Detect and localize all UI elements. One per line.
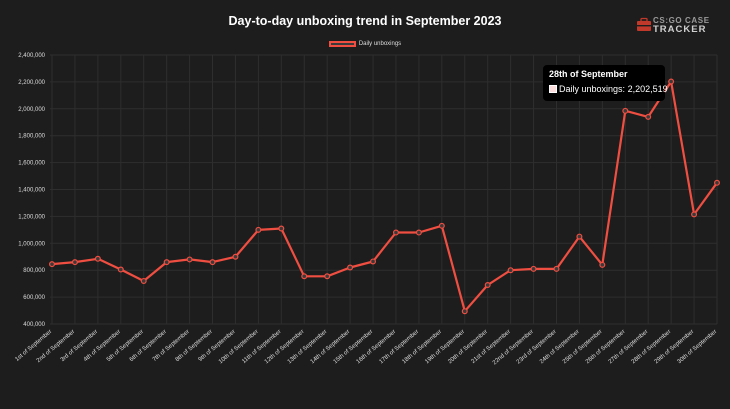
tooltip-value: 2,202,519 bbox=[627, 84, 668, 94]
y-tick-label: 1,400,000 bbox=[18, 188, 45, 194]
x-tick-label: 23rd of September bbox=[516, 329, 558, 366]
legend-swatch bbox=[328, 41, 356, 47]
legend-label: Daily unboxings bbox=[358, 41, 402, 47]
data-point[interactable] bbox=[691, 211, 698, 218]
data-point[interactable] bbox=[255, 226, 262, 233]
x-tick-label: 21st of September bbox=[470, 329, 511, 365]
data-point[interactable] bbox=[599, 261, 606, 268]
data-point[interactable] bbox=[94, 255, 101, 262]
data-point[interactable] bbox=[232, 253, 239, 260]
x-tick-label: 24th of September bbox=[539, 329, 581, 365]
x-tick-label: 30th of September bbox=[677, 329, 719, 365]
data-point[interactable] bbox=[438, 222, 445, 229]
x-tick-label: 13th of September bbox=[287, 329, 329, 365]
data-point[interactable] bbox=[347, 264, 354, 271]
tooltip: 28th of September Daily unboxings: 2,202… bbox=[543, 65, 668, 101]
data-point[interactable] bbox=[415, 229, 422, 236]
y-tick-label: 1,800,000 bbox=[18, 134, 45, 140]
x-tick-label: 29th of September bbox=[654, 329, 696, 365]
x-tick-label: 17th of September bbox=[379, 329, 421, 365]
data-point[interactable] bbox=[163, 259, 170, 266]
data-point[interactable] bbox=[71, 259, 78, 266]
data-point[interactable] bbox=[507, 267, 514, 274]
x-tick-label: 27th of September bbox=[608, 329, 650, 365]
x-tick-label: 15th of September bbox=[333, 329, 375, 365]
y-tick-label: 2,200,000 bbox=[18, 80, 45, 86]
data-point[interactable] bbox=[553, 265, 560, 272]
x-tick-label: 20th of September bbox=[447, 329, 489, 365]
x-tick-label: 10th of September bbox=[218, 329, 260, 365]
tooltip-swatch bbox=[549, 85, 557, 93]
data-point[interactable] bbox=[713, 179, 720, 186]
data-point[interactable] bbox=[117, 266, 124, 273]
series-line-daily-unboxings bbox=[51, 80, 718, 313]
tooltip-row: Daily unboxings: 2,202,519 bbox=[549, 84, 668, 94]
x-tick-label: 25th of September bbox=[562, 329, 604, 365]
data-point[interactable] bbox=[324, 273, 331, 280]
y-tick-label: 1,600,000 bbox=[18, 161, 45, 167]
x-tick-label: 26th of September bbox=[585, 329, 627, 365]
x-tick-label: 1st of September bbox=[14, 329, 53, 363]
y-tick-label: 1,200,000 bbox=[18, 214, 45, 220]
data-point[interactable] bbox=[48, 261, 55, 268]
data-point[interactable] bbox=[278, 225, 285, 232]
y-tick-label: 600,000 bbox=[23, 295, 45, 301]
y-tick-label: 1,000,000 bbox=[18, 241, 45, 247]
data-point[interactable] bbox=[392, 229, 399, 236]
data-point[interactable] bbox=[576, 233, 583, 240]
tooltip-series-label: Daily unboxings bbox=[559, 84, 623, 94]
y-tick-label: 2,400,000 bbox=[18, 53, 45, 59]
x-tick-label: 28th of September bbox=[631, 329, 673, 365]
x-tick-label: 11th of September bbox=[241, 329, 282, 365]
case-tracker-logo-icon bbox=[637, 17, 651, 31]
x-tick-label: 22nd of September bbox=[492, 329, 535, 366]
x-tick-label: 16th of September bbox=[356, 329, 398, 365]
x-tick-label: 19th of September bbox=[424, 329, 466, 365]
data-point[interactable] bbox=[186, 256, 193, 263]
chart-title: Day-to-day unboxing trend in September 2… bbox=[228, 14, 502, 28]
x-tick-label: 12th of September bbox=[264, 329, 306, 365]
data-point[interactable] bbox=[622, 107, 629, 114]
data-point[interactable] bbox=[461, 308, 468, 315]
data-point[interactable] bbox=[645, 113, 652, 120]
legend[interactable]: Daily unboxings bbox=[0, 41, 730, 48]
data-point[interactable] bbox=[140, 277, 147, 284]
y-tick-label: 2,000,000 bbox=[18, 107, 45, 113]
x-tick-label: 18th of September bbox=[401, 329, 443, 365]
data-point[interactable] bbox=[484, 281, 491, 288]
data-point[interactable] bbox=[668, 78, 675, 85]
logo-line-1: CS:GO CASE bbox=[653, 16, 710, 25]
logo-line-2: TRACKER bbox=[653, 24, 707, 35]
data-point[interactable] bbox=[530, 265, 537, 272]
y-tick-label: 400,000 bbox=[23, 322, 45, 328]
logo: CS:GO CASE TRACKER bbox=[636, 15, 724, 37]
x-tick-label: 14th of September bbox=[310, 329, 352, 365]
data-point[interactable] bbox=[301, 273, 308, 280]
y-tick-label: 800,000 bbox=[23, 268, 45, 274]
data-point[interactable] bbox=[370, 258, 377, 265]
data-point[interactable] bbox=[209, 259, 216, 266]
tooltip-title: 28th of September bbox=[549, 69, 628, 79]
